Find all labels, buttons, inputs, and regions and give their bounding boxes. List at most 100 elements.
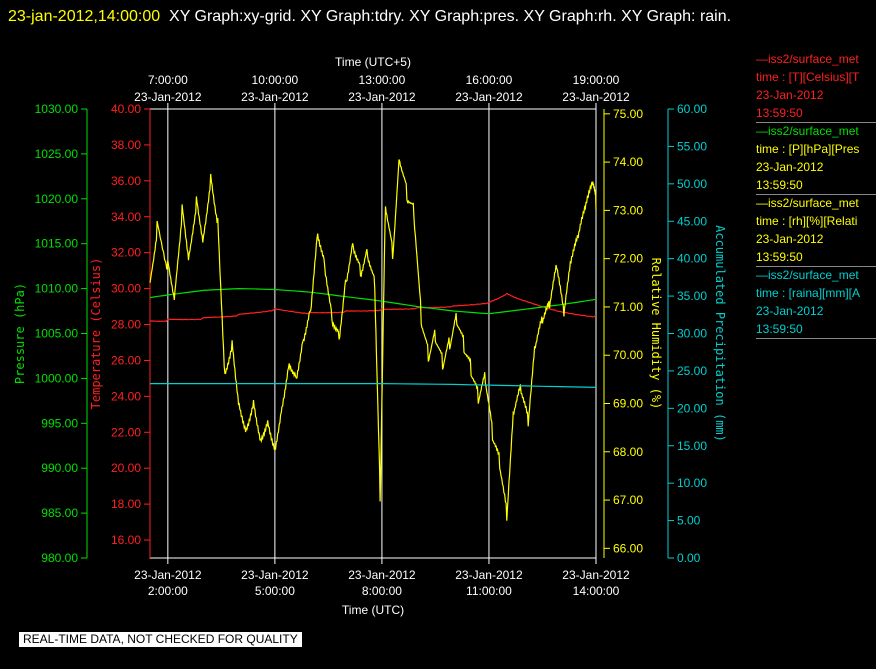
temperature-tick-label: 18.00: [111, 497, 141, 511]
x-tick-time: 8:00:00: [362, 584, 402, 598]
temperature-tick-label: 30.00: [111, 282, 141, 296]
pressure-tick-label: 1005.00: [35, 327, 79, 341]
temperature-tick-label: 32.00: [111, 246, 141, 260]
temperature-tick-label: 20.00: [111, 461, 141, 475]
legend-text: 23-Jan-2012: [756, 304, 824, 318]
precip-tick-label: 35.00: [677, 289, 707, 303]
x-top-tick-time: 19:00:00: [573, 73, 620, 87]
legend-text: —iss2/surface_met: [756, 52, 859, 66]
legend-text: —iss2/surface_met: [756, 268, 859, 282]
x-tick-time: 14:00:00: [573, 584, 620, 598]
legend-text: 23-Jan-2012: [756, 232, 824, 246]
x-top-tick-time: 16:00:00: [466, 73, 513, 87]
temperature-tick-label: 16.00: [111, 533, 141, 547]
pressure-tick-label: 985.00: [41, 506, 78, 520]
temperature-tick-label: 28.00: [111, 318, 141, 332]
x-top-tick-date: 23-Jan-2012: [134, 90, 202, 104]
x-top-axis-label: Time (UTC+5): [335, 55, 411, 69]
humidity-tick-label: 67.00: [613, 493, 643, 507]
quality-notice: REAL-TIME DATA, NOT CHECKED FOR QUALITY: [19, 632, 302, 647]
precip-tick-label: 55.00: [677, 139, 707, 153]
legend-entry: —iss2/surface_met time : [rh][%][Relati 23…: [756, 194, 876, 267]
x-tick-time: 11:00:00: [466, 584, 512, 598]
legend-text: 13:59:50: [756, 178, 803, 192]
temperature-tick-label: 36.00: [111, 174, 141, 188]
precip-tick-label: 30.00: [677, 327, 707, 341]
legend-text: —iss2/surface_met: [756, 124, 859, 138]
legend-text: 13:59:50: [756, 322, 803, 336]
x-top-tick-date: 23-Jan-2012: [348, 90, 416, 104]
temperature-tick-label: 24.00: [111, 389, 141, 403]
temperature-tick-label: 22.00: [111, 425, 141, 439]
temperature-tick-label: 34.00: [111, 210, 141, 224]
x-top-tick-time: 13:00:00: [359, 73, 406, 87]
pressure-tick-label: 990.00: [41, 461, 78, 475]
temperature-tick-label: 40.00: [111, 102, 141, 116]
x-top-tick-time: 10:00:00: [252, 73, 299, 87]
x-tick-date: 23-Jan-2012: [455, 568, 523, 582]
precip-tick-label: 50.00: [677, 177, 707, 191]
humidity-tick-label: 70.00: [613, 348, 643, 362]
temperature-tick-label: 38.00: [111, 138, 141, 152]
pressure-tick-label: 1000.00: [35, 371, 79, 385]
pressure-tick-label: 995.00: [41, 416, 78, 430]
temperature-series: [149, 292, 597, 323]
x-tick-date: 23-Jan-2012: [348, 568, 416, 582]
x-top-tick-date: 23-Jan-2012: [241, 90, 309, 104]
humidity-tick-label: 74.00: [613, 155, 643, 169]
humidity-tick-label: 73.00: [613, 203, 643, 217]
pressure-tick-label: 1030.00: [35, 102, 79, 116]
x-top-tick-date: 23-Jan-2012: [455, 90, 523, 104]
humidity-series: [149, 159, 597, 521]
x-tick-date: 23-Jan-2012: [562, 568, 630, 582]
x-axis-label: Time (UTC): [342, 603, 404, 617]
legend-text: 23-Jan-2012: [756, 160, 824, 174]
x-top-tick-time: 7:00:00: [148, 73, 188, 87]
humidity-axis-label: Relative Humidity (%): [649, 258, 663, 410]
precip-tick-label: 60.00: [677, 102, 707, 116]
precip-tick-label: 0.00: [677, 551, 701, 565]
pressure-tick-label: 1025.00: [35, 147, 79, 161]
legend-text: time : [raina][mm][A: [756, 286, 861, 300]
precip-axis-label: Accumulated Precipitation (mm): [713, 225, 727, 442]
legend-text: time : [T][Celsius][T: [756, 70, 860, 84]
humidity-tick-label: 69.00: [613, 397, 643, 411]
temperature-tick-label: 26.00: [111, 353, 141, 367]
precip-tick-label: 20.00: [677, 401, 707, 415]
legend-text: 13:59:50: [756, 106, 803, 120]
chart-title: 23-jan-2012,14:00:00 XY Graph:xy-grid. X…: [8, 2, 868, 32]
legend-text: time : [P][hPa][Pres: [756, 142, 860, 156]
precip-tick-label: 15.00: [677, 439, 707, 453]
pressure-tick-label: 1020.00: [35, 192, 79, 206]
precip-tick-label: 25.00: [677, 364, 707, 378]
legend-entry: —iss2/surface_met time : [T][Celsius][T 23…: [756, 50, 876, 123]
pressure-tick-label: 1010.00: [35, 282, 79, 296]
legend-text: —iss2/surface_met: [756, 196, 859, 210]
legend-text: 13:59:50: [756, 250, 803, 264]
x-tick-time: 2:00:00: [148, 584, 188, 598]
humidity-tick-label: 66.00: [613, 541, 643, 555]
pressure-tick-label: 1015.00: [35, 237, 79, 251]
time-stamp: 23-jan-2012,14:00:00: [8, 8, 161, 25]
pressure-series: [149, 287, 597, 315]
pressure-tick-label: 980.00: [41, 551, 78, 565]
x-tick-date: 23-Jan-2012: [241, 568, 309, 582]
temperature-axis-label: Temperature (Celsius): [89, 258, 103, 410]
humidity-tick-label: 68.00: [613, 445, 643, 459]
x-top-tick-date: 23-Jan-2012: [562, 90, 630, 104]
graph-list: XY Graph:xy-grid. XY Graph:tdry. XY Grap…: [169, 8, 732, 25]
pressure-axis-label: Pressure (hPa): [13, 283, 27, 384]
x-tick-date: 23-Jan-2012: [134, 568, 202, 582]
precip-series: [150, 383, 597, 388]
x-tick-time: 5:00:00: [255, 584, 295, 598]
precip-tick-label: 40.00: [677, 252, 707, 266]
precip-tick-label: 45.00: [677, 214, 707, 228]
precip-tick-label: 10.00: [677, 476, 707, 490]
humidity-tick-label: 71.00: [613, 300, 643, 314]
precip-tick-label: 5.00: [677, 514, 701, 528]
humidity-tick-label: 72.00: [613, 252, 643, 266]
humidity-tick-label: 75.00: [613, 107, 643, 121]
